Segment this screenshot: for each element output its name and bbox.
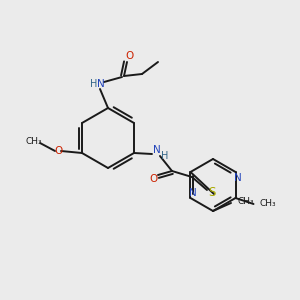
Text: O: O xyxy=(125,51,133,61)
Text: CH₃: CH₃ xyxy=(26,136,42,146)
Text: S: S xyxy=(208,187,216,200)
Text: H: H xyxy=(90,79,98,89)
Text: N: N xyxy=(189,188,196,198)
Text: N: N xyxy=(97,79,105,89)
Text: H: H xyxy=(161,151,169,161)
Text: N: N xyxy=(153,145,161,155)
Text: CH₃: CH₃ xyxy=(260,200,276,208)
Text: N: N xyxy=(234,173,242,183)
Text: O: O xyxy=(150,174,158,184)
Text: CH₃: CH₃ xyxy=(237,197,253,206)
Text: O: O xyxy=(54,146,62,156)
